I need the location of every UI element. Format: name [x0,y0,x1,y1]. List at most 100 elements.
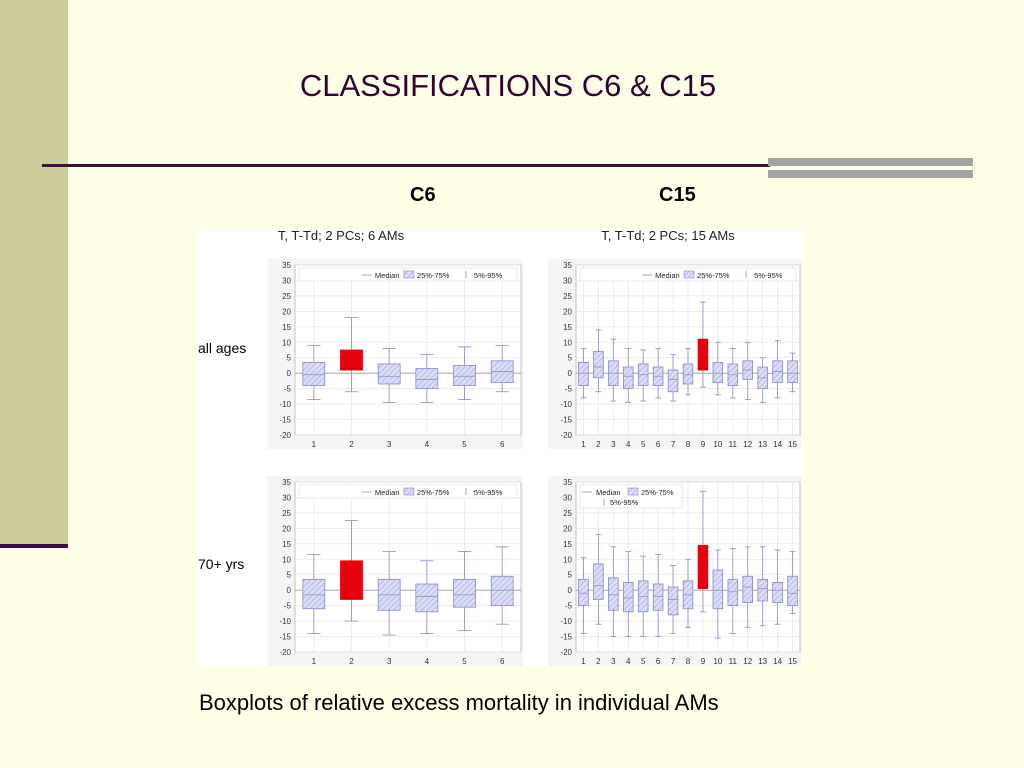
x-tick-label: 6 [656,657,661,666]
x-tick-label: 14 [773,440,782,449]
x-tick-label: 2 [596,657,601,666]
box-iqr [415,583,439,613]
y-tick-label: -10 [279,617,291,626]
legend-iqr-swatch [403,270,415,279]
box-highlighted [340,560,363,600]
box-7 [667,354,679,402]
legend-iqr-label: 25%-75% [697,271,730,280]
y-tick-label: -5 [284,385,292,394]
y-tick-label: -20 [279,648,291,657]
box-11 [727,548,739,634]
legend-whisker-label: 5%-95% [610,498,639,507]
box-12 [742,341,753,400]
c15-column-label: C15 [659,184,696,206]
box-iqr [578,361,589,386]
box-iqr [490,575,514,607]
y-tick-label: 20 [563,307,572,316]
x-tick-label: 1 [312,440,317,449]
y-tick-label: 10 [282,555,291,564]
box-2 [593,329,604,393]
box-iqr [377,363,401,385]
box-1 [578,557,589,634]
boxplot-panel-c6-all-ages: -20 -15 -10 -5 0 5 10 15 20 25 30 35 1 2 3 4 5 6 Median 25%… [267,259,523,449]
box-iqr [302,361,326,386]
box-iqr [623,366,634,390]
legend-median-label: Median [596,488,621,497]
box-13 [757,357,768,403]
x-tick-label: 13 [758,657,767,666]
y-tick-label: 25 [282,509,291,518]
box-15 [787,352,798,393]
y-tick-label: 25 [282,292,291,301]
box-iqr [712,569,724,610]
box-6 [652,554,664,637]
box-1 [302,554,326,634]
legend-median-label: Median [375,488,400,497]
divider-accent-top [768,158,973,166]
y-tick-label: 5 [287,354,292,363]
y-tick-label: 5 [287,571,292,580]
legend-iqr-label: 25%-75% [641,488,674,497]
sidebar-bottom-accent [0,544,68,548]
y-tick-label: 10 [563,338,572,347]
y-tick-label: 15 [282,323,291,332]
box-4 [623,348,634,403]
box-iqr [787,360,798,383]
y-tick-label: 15 [563,323,572,332]
box-iqr [682,363,694,385]
legend-median-label: Median [375,271,400,280]
y-tick-label: 30 [563,493,572,502]
x-tick-label: 5 [462,657,467,666]
legend-iqr-label: 25%-75% [417,271,450,280]
plot-area [294,264,522,436]
box-5 [637,555,649,637]
box-5 [453,346,476,400]
legend-iqr-swatch [403,487,415,496]
box-4 [415,560,439,634]
x-tick-label: 2 [349,657,354,666]
box-10 [712,341,724,396]
y-tick-label: 20 [282,307,291,316]
box-9 [697,301,709,388]
legend: Median 25%-75% 5%-95% [579,267,797,282]
box-iqr [623,582,634,613]
legend: Median 25%-75% 5%-95% [298,484,518,499]
y-tick-label: -20 [279,431,291,440]
row-label-all-ages: all ages [198,340,246,356]
y-tick-label: -10 [560,400,572,409]
y-tick-label: 30 [563,276,572,285]
box-15 [787,551,798,614]
y-tick-label: 10 [282,338,291,347]
y-tick-label: -15 [279,633,291,642]
box-iqr [742,575,753,603]
y-tick-label: 35 [282,261,291,270]
x-tick-label: 12 [743,657,752,666]
x-tick-label: 9 [701,657,706,666]
slide-title: CLASSIFICATIONS C6 & C15 [0,68,1024,104]
figure-caption: Boxplots of relative excess mortality in… [199,690,719,715]
x-tick-label: 2 [349,440,354,449]
box-iqr [578,578,589,607]
box-3 [377,348,401,403]
box-iqr [593,351,604,379]
box-6 [490,546,514,625]
box-highlighted [697,544,709,590]
x-tick-label: 3 [387,440,392,449]
box-14 [772,340,783,399]
legend-iqr-swatch [683,270,695,279]
box-6 [652,348,664,399]
y-tick-label: -20 [560,648,572,657]
x-tick-label: 12 [743,440,752,449]
y-tick-label: -20 [560,431,572,440]
box-iqr [593,563,604,600]
boxplot-panel-c6-70plus: -20 -15 -10 -5 0 5 10 15 20 25 30 35 1 2 3 4 5 6 Median 25%… [267,476,523,666]
y-tick-label: 25 [563,509,572,518]
y-tick-label: 10 [563,555,572,564]
box-iqr [772,582,783,603]
x-tick-label: 8 [686,657,691,666]
y-tick-label: 20 [282,524,291,533]
y-tick-label: 5 [568,571,573,580]
divider-accent-bottom [768,170,973,178]
